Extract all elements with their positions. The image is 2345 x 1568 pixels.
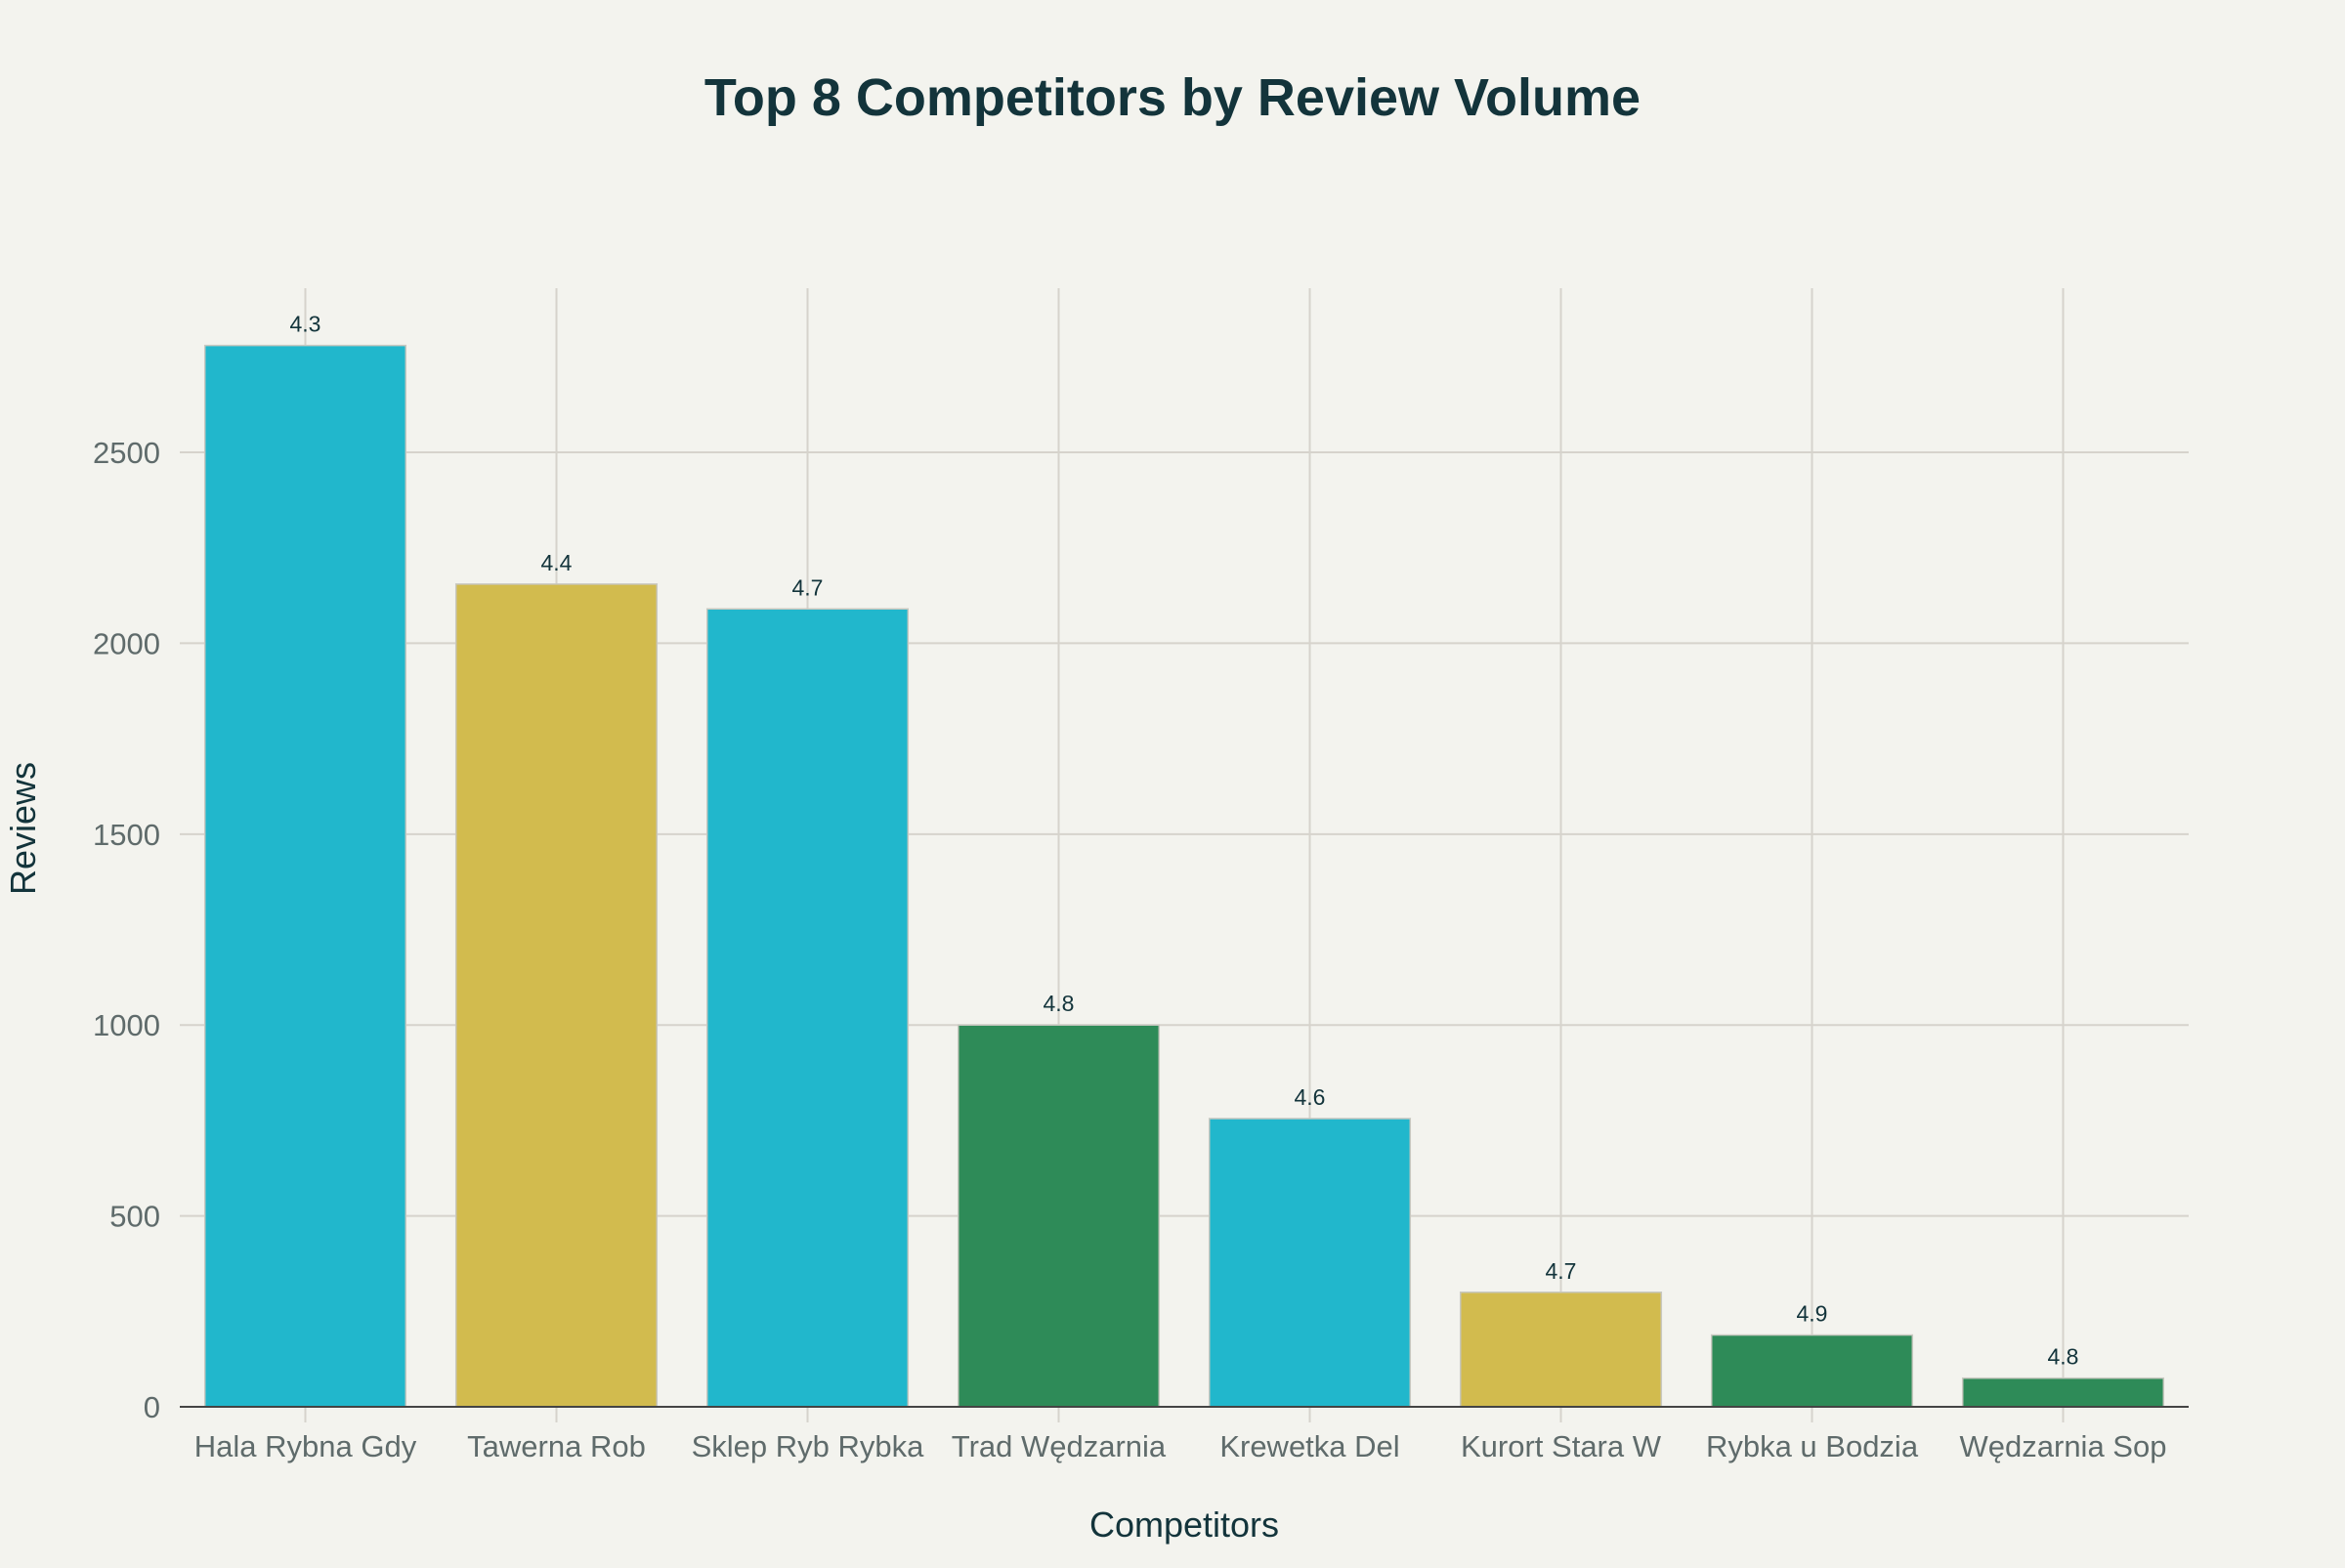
x-tick-label: Trad Wędzarnia (952, 1429, 1167, 1463)
x-axis-title: Competitors (1089, 1504, 1279, 1545)
bar (1961, 1377, 2165, 1408)
y-tick-label: 0 (144, 1390, 160, 1424)
bar (454, 583, 659, 1408)
bars (203, 344, 2165, 1408)
x-tick-label: Krewetka Del (1219, 1429, 1399, 1463)
bar (1459, 1292, 1663, 1408)
y-axis-title: Reviews (3, 762, 43, 895)
data-label: 4.3 (290, 312, 321, 337)
data-label: 4.6 (1295, 1084, 1326, 1110)
bar (1710, 1334, 1914, 1408)
data-labels: 4.3 4.4 4.7 4.8 4.6 4.7 4.9 4.8 (290, 312, 2079, 1370)
data-label: 4.8 (1044, 991, 1075, 1016)
x-tick-label: Hala Rybna Gdy (194, 1429, 417, 1463)
x-tick-label: Tawerna Rob (467, 1429, 646, 1463)
x-axis-ticks: Hala Rybna Gdy Tawerna Rob Sklep Ryb Rybka… (194, 1429, 2167, 1463)
x-tick-label: Wędzarnia Sop (1960, 1429, 2167, 1463)
bar (203, 344, 407, 1408)
y-tick-label: 500 (109, 1200, 160, 1234)
data-label: 4.7 (1546, 1258, 1577, 1284)
data-label: 4.4 (541, 550, 573, 575)
data-label: 4.9 (1797, 1301, 1828, 1327)
y-axis-ticks: 0 500 1000 1500 2000 2500 (93, 436, 160, 1424)
chart-title: Top 8 Competitors by Review Volume (704, 68, 1641, 127)
x-tick-label: Rybka u Bodzia (1706, 1429, 1919, 1463)
y-tick-label: 2000 (93, 626, 160, 660)
bar (705, 608, 910, 1408)
bar (957, 1024, 1161, 1408)
y-tick-label: 1500 (93, 818, 160, 852)
data-label: 4.8 (2048, 1344, 2079, 1370)
y-tick-label: 1000 (93, 1008, 160, 1042)
bar (1208, 1118, 1412, 1408)
y-tick-label: 2500 (93, 436, 160, 470)
x-tick-label: Sklep Ryb Rybka (692, 1429, 925, 1463)
data-label: 4.7 (792, 574, 824, 600)
x-tick-label: Kurort Stara W (1461, 1429, 1662, 1463)
